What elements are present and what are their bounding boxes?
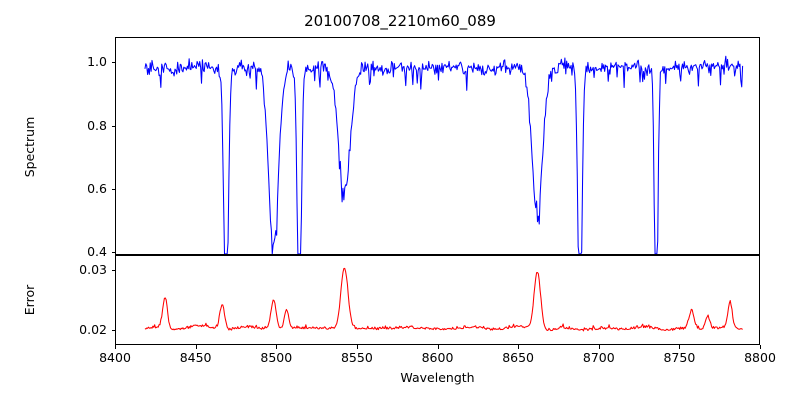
error-ytick-label: 0.03 <box>79 262 107 277</box>
spectrum-ytick-mark <box>111 125 115 127</box>
spectrum-ytick-mark <box>111 188 115 190</box>
spectrum-trace <box>145 56 743 254</box>
x-tick-label: 8600 <box>421 350 454 365</box>
y-axis-label-spectrum: Spectrum <box>22 116 37 178</box>
x-tick-label: 8750 <box>663 350 696 365</box>
spectrum-ytick-label: 0.4 <box>87 243 107 259</box>
x-tick-label: 8650 <box>502 350 534 365</box>
error-ytick-label: 0.02 <box>79 322 107 337</box>
x-tick-mark <box>598 345 600 349</box>
x-tick-label: 8700 <box>582 350 615 365</box>
x-tick-mark <box>195 345 197 349</box>
spectrum-ytick-mark <box>111 251 115 253</box>
error-plot-area <box>115 255 760 345</box>
x-tick-label: 8500 <box>260 350 293 365</box>
y-axis-label-error: Error <box>22 284 37 316</box>
spectrum-ytick-label: 0.8 <box>87 117 107 133</box>
chart-title: 20100708_2210m60_089 <box>304 12 496 30</box>
x-tick-label: 8550 <box>340 350 373 365</box>
spectrum-ytick-label: 0.6 <box>87 180 107 196</box>
x-tick-mark <box>760 345 762 349</box>
x-tick-mark <box>276 345 278 349</box>
spectrum-ytick-label: 1.0 <box>87 54 107 70</box>
x-tick-mark <box>115 345 117 349</box>
x-tick-mark <box>437 345 439 349</box>
x-tick-mark <box>679 345 681 349</box>
x-axis-label: Wavelength <box>400 370 475 385</box>
x-tick-label: 8400 <box>99 350 131 365</box>
spectrum-line-series <box>116 38 759 254</box>
error-ytick-mark <box>111 330 115 332</box>
x-tick-mark <box>356 345 358 349</box>
x-tick-label: 8450 <box>179 350 212 365</box>
spectrum-ytick-mark <box>111 62 115 64</box>
error-ytick-mark <box>111 270 115 272</box>
spectrum-plot-area <box>115 37 760 255</box>
x-tick-label: 8800 <box>744 350 776 365</box>
error-trace <box>145 268 743 331</box>
error-line-series <box>116 256 759 344</box>
x-tick-mark <box>518 345 520 349</box>
